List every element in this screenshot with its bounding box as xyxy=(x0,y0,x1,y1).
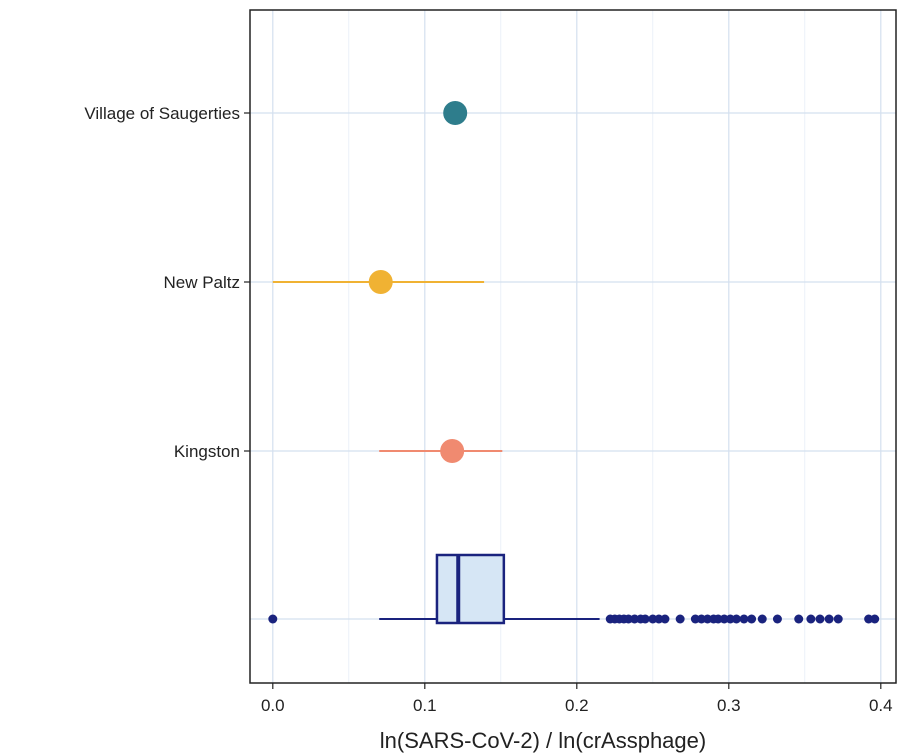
x-axis-title: ln(SARS-CoV-2) / ln(crAssphage) xyxy=(380,728,706,753)
x-tick-label: 0.4 xyxy=(869,696,893,715)
box-outlier xyxy=(825,615,834,624)
box-outlier xyxy=(747,615,756,624)
box-iqr xyxy=(437,555,504,623)
point-series xyxy=(273,101,503,463)
box-outlier xyxy=(816,615,825,624)
grid xyxy=(250,10,896,683)
boxplot xyxy=(268,555,879,624)
box-outlier xyxy=(660,615,669,624)
point-estimate xyxy=(443,101,467,125)
x-tick-label: 0.3 xyxy=(717,696,741,715)
y-tick-label: New Paltz xyxy=(163,273,240,292)
box-outlier xyxy=(758,615,767,624)
x-tick-label: 0.1 xyxy=(413,696,437,715)
x-tick-label: 0.2 xyxy=(565,696,589,715)
point-estimate xyxy=(369,270,393,294)
box-outlier xyxy=(676,615,685,624)
box-outlier xyxy=(268,615,277,624)
plot-frame xyxy=(250,10,896,683)
box-outlier xyxy=(870,615,879,624)
box-outlier xyxy=(773,615,782,624)
box-outlier xyxy=(806,615,815,624)
box-outlier xyxy=(794,615,803,624)
x-tick-label: 0.0 xyxy=(261,696,285,715)
y-tick-label: Village of Saugerties xyxy=(84,104,240,123)
y-tick-label: Kingston xyxy=(174,442,240,461)
box-outlier xyxy=(834,615,843,624)
point-estimate xyxy=(440,439,464,463)
